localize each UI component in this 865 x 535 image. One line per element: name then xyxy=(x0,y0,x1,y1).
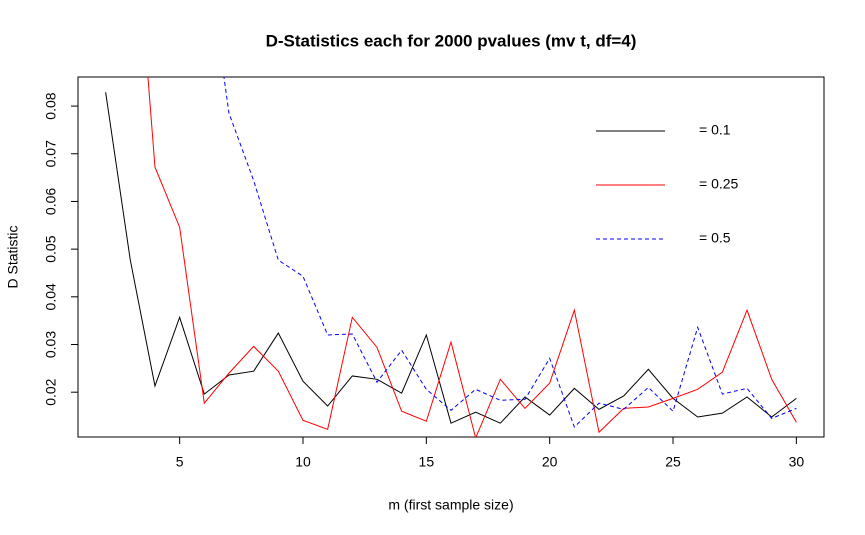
legend-label: = 0.5 xyxy=(699,230,731,246)
series-line xyxy=(147,77,797,437)
y-tick-label: 0.05 xyxy=(43,235,59,262)
x-tick-label: 20 xyxy=(542,454,558,470)
plot-frame xyxy=(77,76,825,438)
legend-label: = 0.25 xyxy=(699,176,739,192)
y-tick-label: 0.04 xyxy=(43,283,59,310)
y-tick-label: 0.08 xyxy=(43,92,59,119)
y-tick-label: 0.07 xyxy=(43,140,59,167)
series-line xyxy=(105,92,797,424)
series-line xyxy=(223,77,797,428)
y-tick-label: 0.06 xyxy=(43,188,59,215)
chart-title: D-Statistics each for 2000 pvalues (mv t… xyxy=(266,31,637,50)
x-tick-label: 10 xyxy=(295,454,311,470)
legend-label: = 0.1 xyxy=(699,122,731,138)
y-tick-label: 0.03 xyxy=(43,331,59,358)
y-tick-label: 0.02 xyxy=(43,378,59,405)
x-tick-label: 25 xyxy=(665,454,681,470)
y-axis-label: D Statistic xyxy=(5,225,21,288)
x-axis-label: m (first sample size) xyxy=(388,497,513,513)
x-tick-label: 5 xyxy=(176,454,184,470)
x-tick-label: 30 xyxy=(789,454,805,470)
x-tick-label: 15 xyxy=(419,454,435,470)
